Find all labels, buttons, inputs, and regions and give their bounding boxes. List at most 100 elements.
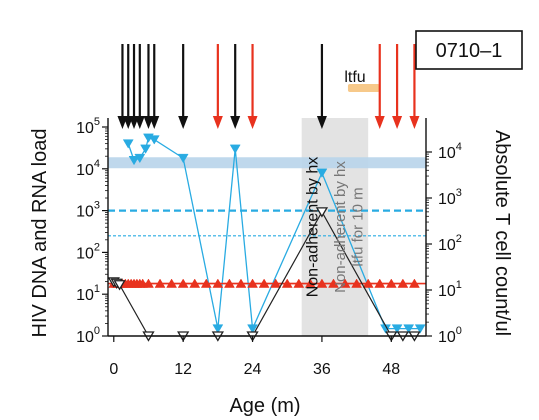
y-right-tick-label-0: 100 <box>438 325 462 346</box>
ltfu-bar <box>347 84 380 92</box>
y-left-tick-label-5: 105 <box>76 116 100 137</box>
reference-lines-layer <box>108 157 426 285</box>
y-left-tick-base-4: 10 <box>76 162 94 179</box>
point-rna-8 <box>229 144 241 154</box>
point-dna-22 <box>270 278 282 288</box>
point-dna-24 <box>293 278 305 288</box>
y-left-tick-label-4: 104 <box>76 158 100 179</box>
point-rna-6 <box>177 153 189 164</box>
y-axis-title-left: HIV DNA and RNA load <box>29 129 51 338</box>
treatment-arrow-head-8 <box>230 116 241 129</box>
y-right-tick-exp-4: 4 <box>456 141 462 153</box>
y-left-tick-base-3: 10 <box>76 204 94 221</box>
point-dna-12 <box>154 278 166 288</box>
point-dna-20 <box>247 278 258 288</box>
panel-id: 0710–1 <box>436 40 503 62</box>
point-rna-5 <box>148 135 160 145</box>
treatment-arrow-head-12 <box>392 116 403 129</box>
treatment-arrow-head-7 <box>212 116 223 129</box>
y-left-tick-exp-3: 3 <box>94 200 100 212</box>
point-dna-26 <box>316 278 328 288</box>
point-dna-14 <box>177 278 189 288</box>
point-dna-18 <box>223 278 235 288</box>
annotation-2: ltfu for 10 m <box>349 187 366 266</box>
text-layer: 0710–1 Age (m) HIV DNA and RNA load Abso… <box>29 30 523 417</box>
treatment-arrows-layer <box>117 44 420 129</box>
point-rna-7 <box>212 324 224 334</box>
y-left-tick-base-1: 10 <box>76 287 94 304</box>
point-dna-30 <box>362 278 374 288</box>
treatment-arrow-head-3 <box>134 116 145 129</box>
point-dna-19 <box>235 278 247 288</box>
y-right-tick-base-3: 10 <box>438 191 456 208</box>
y-right-tick-base-2: 10 <box>438 237 456 254</box>
treatment-arrow-head-6 <box>178 116 189 129</box>
point-rna-12 <box>391 324 403 334</box>
y-left-tick-exp-5: 5 <box>94 116 100 128</box>
point-dna-16 <box>200 278 212 288</box>
annotation-0: Non-adherent by hx <box>304 157 321 298</box>
point-dna-13 <box>166 278 178 288</box>
point-dna-15 <box>189 278 201 288</box>
point-rna-9 <box>247 324 258 334</box>
y-left-tick-exp-2: 2 <box>94 241 100 253</box>
point-tcell-2 <box>113 280 126 291</box>
point-dna-17 <box>212 278 224 288</box>
y-left-tick-exp-1: 1 <box>94 283 100 295</box>
y-right-tick-exp-3: 3 <box>456 187 462 199</box>
y-right-tick-label-1: 101 <box>438 279 462 300</box>
point-dna-27 <box>328 278 339 288</box>
point-dna-21 <box>258 278 270 288</box>
point-dna-28 <box>339 278 351 288</box>
y-left-tick-label-1: 101 <box>76 283 100 304</box>
point-dna-11 <box>143 278 154 288</box>
y-right-tick-label-3: 103 <box>438 187 462 208</box>
point-dna-25 <box>304 278 316 288</box>
point-dna-34 <box>408 278 420 288</box>
y-right-tick-label-4: 104 <box>438 141 462 162</box>
y-left-tick-base-5: 10 <box>76 120 94 137</box>
y-right-tick-base-4: 10 <box>438 145 456 162</box>
treatment-arrow-head-13 <box>409 116 420 129</box>
point-tcell-7 <box>315 207 329 218</box>
ltfu-label: ltfu <box>344 69 365 86</box>
y-left-tick-label-3: 103 <box>76 200 100 221</box>
x-tick-label-0: 0 <box>109 361 118 378</box>
point-dna-31 <box>374 278 386 288</box>
y-axis-title-right: Absolute T cell count/ul <box>491 130 513 336</box>
x-tick-label-4: 48 <box>382 361 400 378</box>
y-right-tick-exp-0: 0 <box>456 325 462 337</box>
point-rna-1 <box>128 156 140 166</box>
point-dna-23 <box>281 278 293 288</box>
y-left-tick-label-0: 100 <box>76 325 100 346</box>
axes-layer: 0 12 24 36 481001011021031041051001011021031… <box>76 116 462 378</box>
y-right-tick-label-2: 102 <box>438 233 462 254</box>
y-right-tick-exp-1: 1 <box>456 279 462 291</box>
point-rna-0 <box>122 139 134 149</box>
y-right-tick-base-0: 10 <box>438 329 456 346</box>
y-left-tick-exp-4: 4 <box>94 158 100 170</box>
treatment-arrow-head-11 <box>374 116 385 129</box>
panel-id-box <box>415 30 523 70</box>
y-left-tick-base-0: 10 <box>76 329 94 346</box>
point-rna-10 <box>316 168 328 178</box>
treatment-arrow-head-10 <box>316 116 327 129</box>
y-left-tick-label-2: 102 <box>76 241 100 262</box>
x-tick-label-3: 36 <box>313 361 331 378</box>
y-right-tick-base-1: 10 <box>438 283 456 300</box>
y-right-tick-exp-2: 2 <box>456 233 462 245</box>
x-axis-title: Age (m) <box>229 395 300 417</box>
series-line-tcell <box>113 210 415 337</box>
treatment-arrow-head-5 <box>149 116 160 129</box>
point-rna-13 <box>403 324 415 334</box>
y-left-tick-base-2: 10 <box>76 245 94 262</box>
point-rna-14 <box>414 324 426 334</box>
x-tick-label-1: 12 <box>174 361 192 378</box>
point-rna-3 <box>140 144 152 154</box>
y-left-tick-exp-0: 0 <box>94 325 100 337</box>
treatment-arrow-head-9 <box>247 116 258 129</box>
point-dna-29 <box>351 278 363 288</box>
point-dna-33 <box>397 278 409 288</box>
point-dna-32 <box>385 278 397 288</box>
